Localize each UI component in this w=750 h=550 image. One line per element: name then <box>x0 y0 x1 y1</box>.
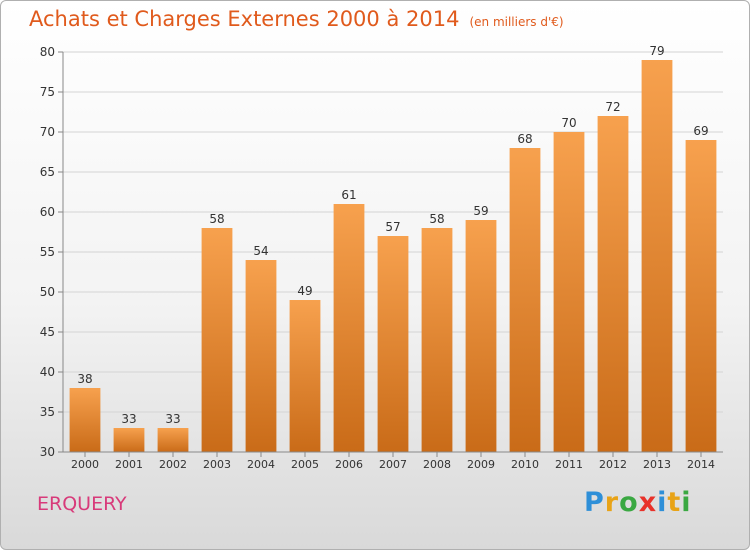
y-tick-label: 55 <box>40 245 55 259</box>
logo-letter: o <box>619 487 639 518</box>
chart-title-text: Achats et Charges Externes 2000 à 2014 <box>29 7 460 31</box>
x-tick-label: 2009 <box>467 458 495 471</box>
bar-value-label: 79 <box>649 44 664 58</box>
bar <box>509 148 541 452</box>
y-tick-label: 35 <box>40 405 55 419</box>
logo-letter: i <box>681 487 692 518</box>
chart-unit-label: (en milliers d'€) <box>469 15 564 29</box>
bar-value-label: 49 <box>297 284 312 298</box>
y-tick-label: 30 <box>40 445 55 459</box>
x-tick-label: 2007 <box>379 458 407 471</box>
bar <box>377 236 409 452</box>
bar <box>421 228 453 452</box>
bars <box>69 60 717 452</box>
bar <box>201 228 233 452</box>
proxiti-logo: Proxiti <box>584 487 692 518</box>
x-tick-label: 2012 <box>599 458 627 471</box>
bar-value-label: 72 <box>605 100 620 114</box>
bar-value-label: 69 <box>693 124 708 138</box>
y-tick-label: 50 <box>40 285 55 299</box>
bar <box>289 300 321 452</box>
labels: 30 35 40 45 50 55 60 65 70 75 80 38 2000 33 2001 33 2002… <box>40 44 715 471</box>
y-tick-label: 80 <box>40 45 55 59</box>
x-tick-label: 2011 <box>555 458 583 471</box>
bar-value-label: 58 <box>429 212 444 226</box>
bar-value-label: 38 <box>77 372 92 386</box>
bar <box>157 428 189 452</box>
x-tick-label: 2003 <box>203 458 231 471</box>
y-tick-label: 45 <box>40 325 55 339</box>
bar-value-label: 33 <box>121 412 136 426</box>
place-name: ERQUERY <box>37 493 127 515</box>
logo-letter: x <box>638 487 658 518</box>
y-tick-label: 75 <box>40 85 55 99</box>
x-tick-label: 2001 <box>115 458 143 471</box>
bar-value-label: 33 <box>165 412 180 426</box>
x-tick-label: 2000 <box>71 458 99 471</box>
bar <box>641 60 673 452</box>
x-tick-label: 2002 <box>159 458 187 471</box>
bar <box>245 260 277 452</box>
logo-letter: P <box>584 487 605 518</box>
bar-value-label: 57 <box>385 220 400 234</box>
bar-value-label: 61 <box>341 188 356 202</box>
bar <box>69 388 101 452</box>
x-tick-label: 2014 <box>687 458 715 471</box>
bar <box>553 132 585 452</box>
bar <box>597 116 629 452</box>
bar-value-label: 70 <box>561 116 576 130</box>
bar <box>685 140 717 452</box>
axes <box>58 51 723 457</box>
x-tick-label: 2010 <box>511 458 539 471</box>
y-tick-label: 40 <box>40 365 55 379</box>
x-tick-label: 2005 <box>291 458 319 471</box>
bar-value-label: 59 <box>473 204 488 218</box>
bar-value-label: 54 <box>253 244 268 258</box>
y-tick-label: 65 <box>40 165 55 179</box>
chart-title: Achats et Charges Externes 2000 à 2014 (e… <box>29 7 564 31</box>
logo-letter: r <box>604 487 620 518</box>
logo-letter: i <box>657 487 668 518</box>
x-tick-label: 2006 <box>335 458 363 471</box>
bar <box>113 428 145 452</box>
bar-value-label: 58 <box>209 212 224 226</box>
y-tick-label: 60 <box>40 205 55 219</box>
bar <box>465 220 497 452</box>
x-tick-label: 2013 <box>643 458 671 471</box>
y-tick-label: 70 <box>40 125 55 139</box>
x-tick-label: 2008 <box>423 458 451 471</box>
bar <box>333 204 365 452</box>
x-tick-label: 2004 <box>247 458 275 471</box>
logo-letter: t <box>667 487 682 518</box>
bar-value-label: 68 <box>517 132 532 146</box>
